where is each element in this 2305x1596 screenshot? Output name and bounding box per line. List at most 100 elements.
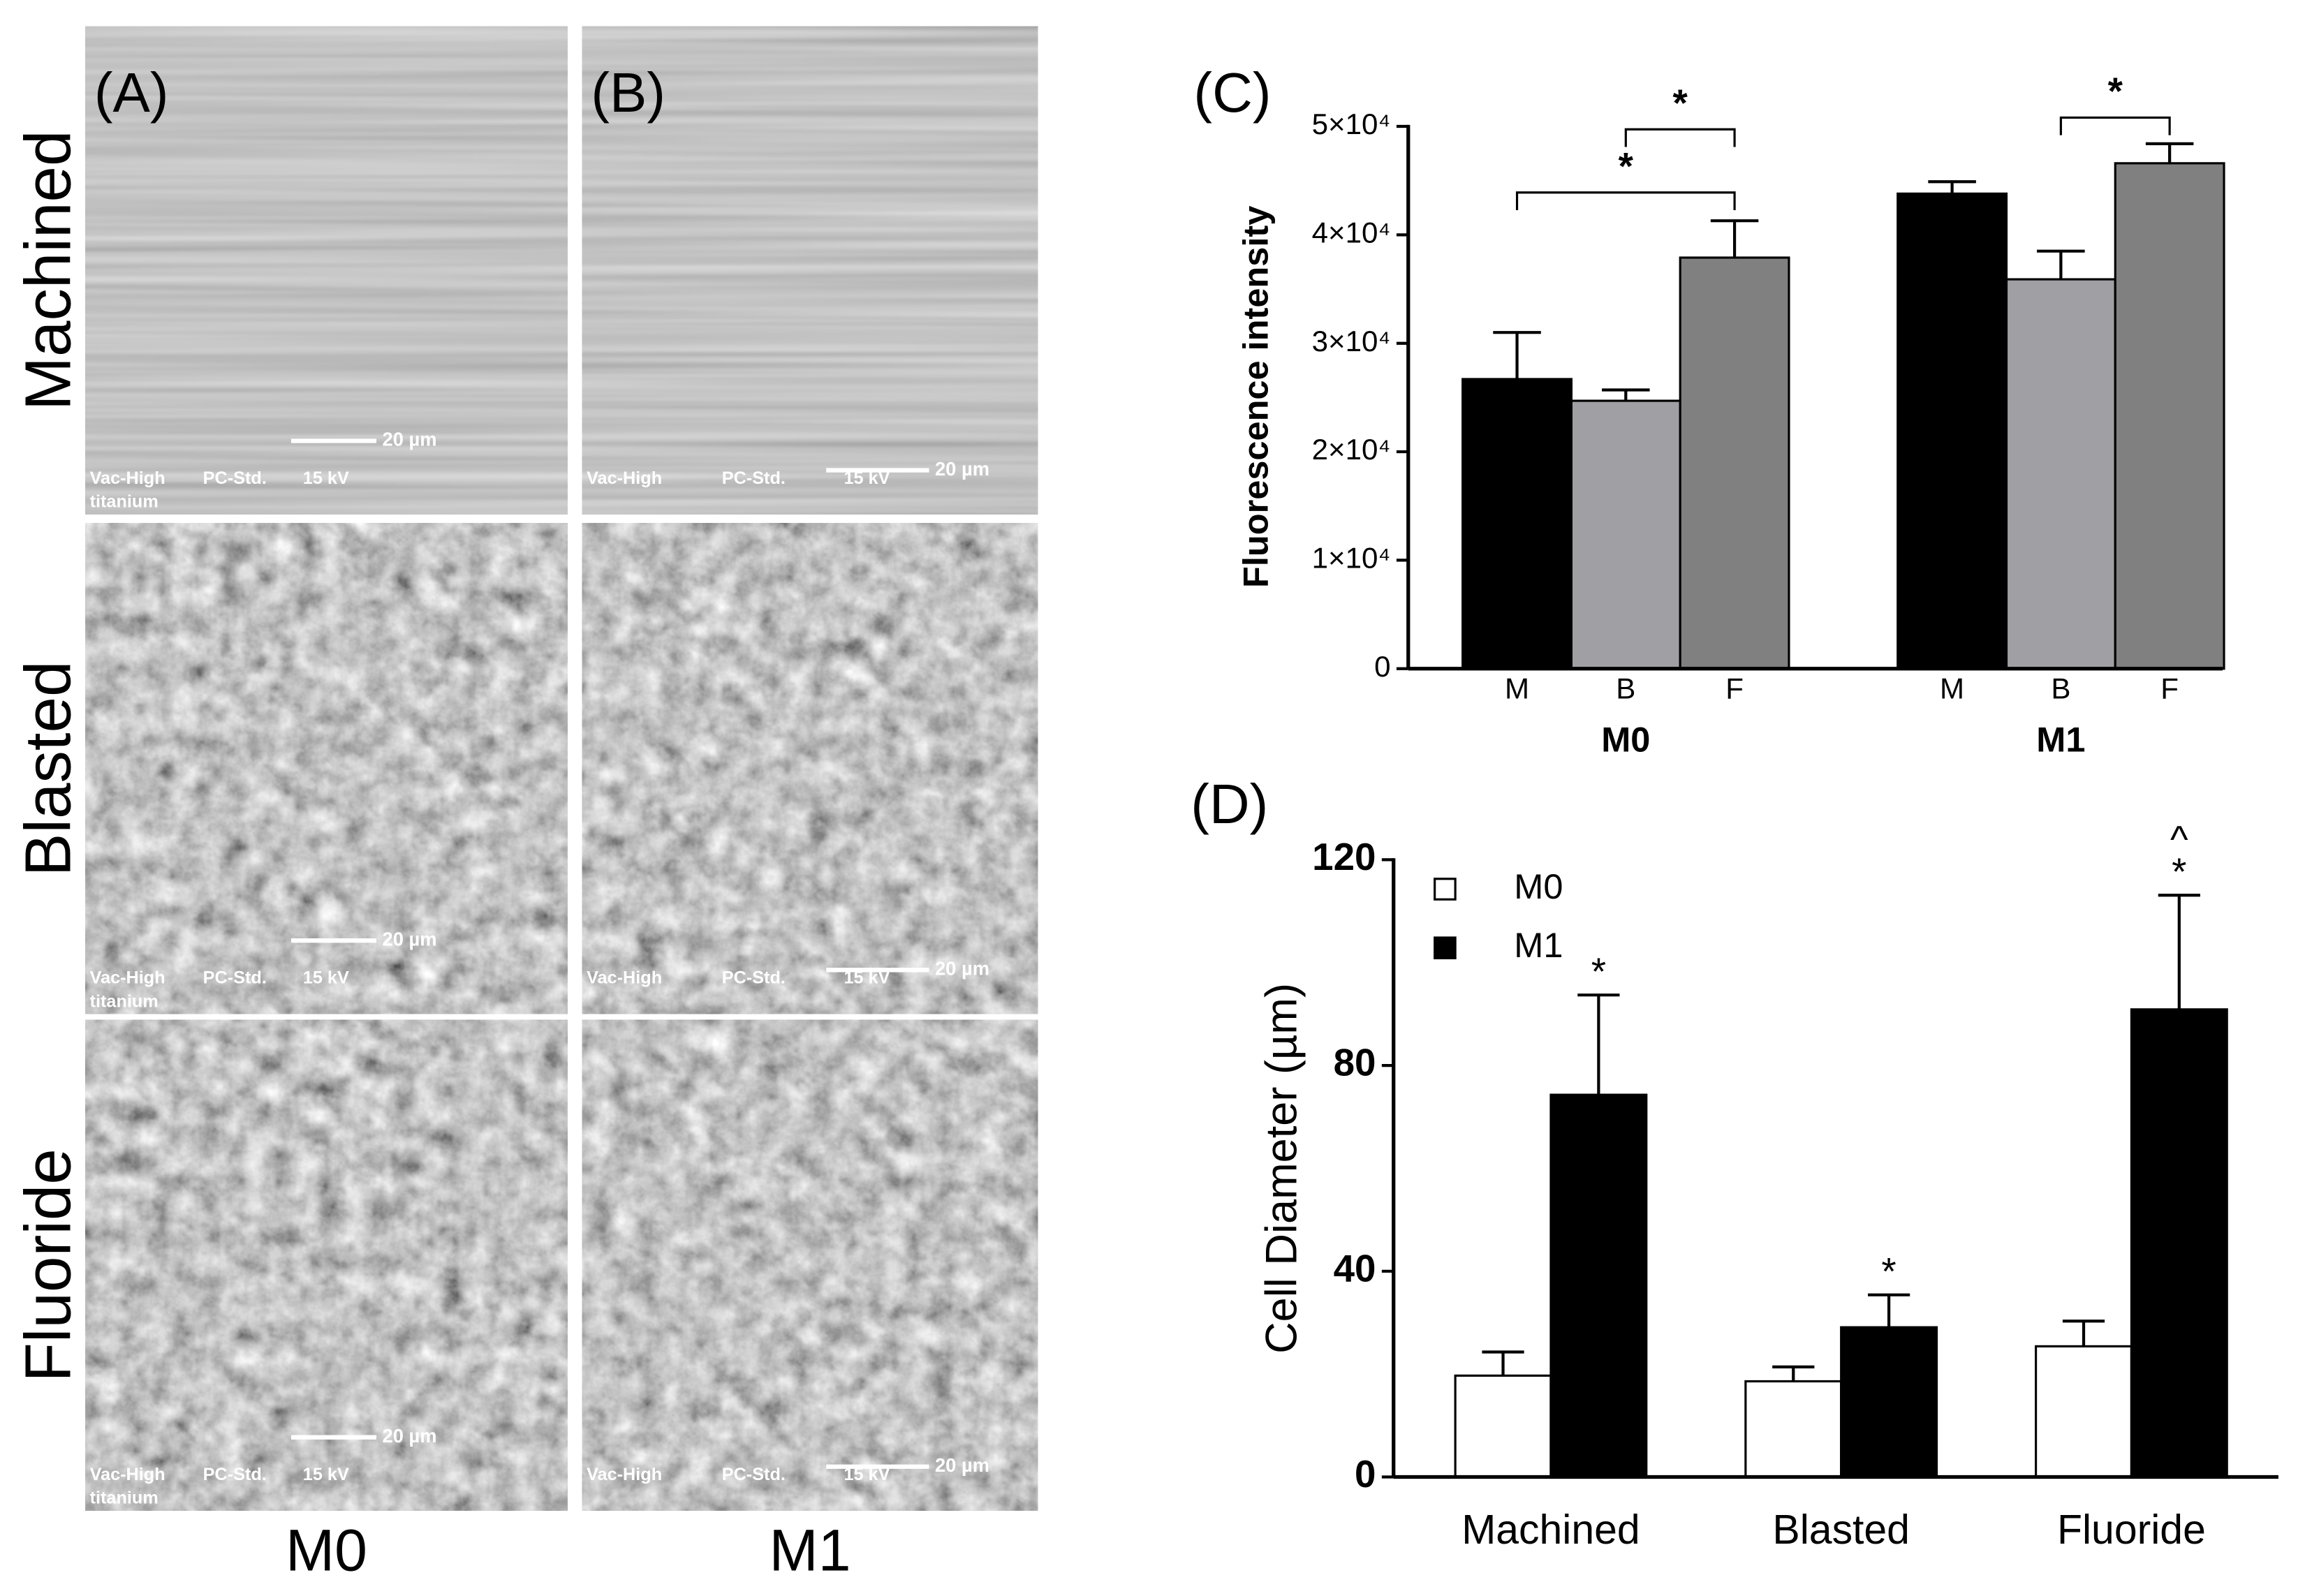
panel-label: (D) <box>1191 773 1268 835</box>
error-bar <box>1602 388 1650 401</box>
row-label: Blasted <box>11 660 84 876</box>
bar-label: F <box>1725 672 1744 704</box>
x-category-label: M1 <box>2036 719 2085 759</box>
error-bar <box>1482 1350 1524 1376</box>
bar <box>1840 1326 1938 1479</box>
panel-label: (B) <box>591 61 665 124</box>
bar <box>1897 192 2008 670</box>
column-label: M0 <box>286 1517 367 1583</box>
micrograph-info: PC-Std. <box>203 1465 267 1484</box>
error-bar <box>2037 249 2085 280</box>
bar <box>1744 1380 1843 1479</box>
bar <box>1454 1374 1552 1479</box>
y-tick-label: 4×10⁴ <box>1312 216 1391 249</box>
y-tick-label: 120 <box>1312 835 1376 878</box>
error-bar <box>2145 142 2194 163</box>
error-bar <box>1928 180 1976 194</box>
column-label: M1 <box>769 1517 851 1583</box>
significance-mark: * <box>2172 850 2186 893</box>
bar-label: M <box>1940 672 1964 704</box>
micrograph-info: 15 kV <box>303 468 349 488</box>
bar <box>1461 378 1573 670</box>
micrograph-info: Vac-High <box>90 468 165 488</box>
significance-mark: ^ <box>2170 818 2188 861</box>
micrograph-info: Vac-High <box>90 1465 165 1484</box>
micrograph <box>582 523 1038 1014</box>
significance-mark: * <box>2108 69 2123 112</box>
error-bar <box>1577 993 1620 1095</box>
significance-mark: * <box>1591 950 1606 993</box>
micrograph-info: PC-Std. <box>722 968 786 988</box>
micrograph-info: 15 kV <box>303 968 349 988</box>
row-label: Fluoride <box>11 1148 84 1382</box>
significance-mark: * <box>1619 145 1634 188</box>
error-bar <box>1772 1365 1815 1382</box>
micrograph <box>85 523 568 1014</box>
micrograph-info: Vac-High <box>587 968 662 988</box>
significance-mark: * <box>1673 81 1688 124</box>
bar <box>2114 162 2225 670</box>
legend-swatch <box>1434 936 1457 960</box>
error-bar <box>1493 331 1541 379</box>
micrograph-info: PC-Std. <box>203 968 267 988</box>
y-tick-label: 0 <box>1374 650 1390 683</box>
legend-label: M1 <box>1514 925 1563 965</box>
micrograph <box>582 26 1038 515</box>
legend-label: M0 <box>1514 866 1563 906</box>
significance-bracket <box>1624 128 1736 147</box>
micrograph-info: PC-Std. <box>722 468 786 488</box>
scale-bar-label: 20 µm <box>382 1425 436 1447</box>
micrograph-info: PC-Std. <box>203 468 267 488</box>
micrograph-info: Vac-High <box>587 1465 662 1484</box>
micrograph-info: Vac-High <box>587 468 662 488</box>
scale-bar-label: 20 µm <box>935 958 989 980</box>
x-category-label: Blasted <box>1772 1507 1910 1553</box>
bar <box>1679 256 1790 670</box>
error-bar <box>1867 1293 1910 1328</box>
y-tick-label: 2×10⁴ <box>1312 433 1391 466</box>
micrograph-info: PC-Std. <box>722 1465 786 1484</box>
panel-label: (A) <box>94 61 169 124</box>
significance-mark: * <box>1881 1250 1896 1293</box>
error-bar <box>1710 219 1759 258</box>
row-label: Machined <box>11 131 84 411</box>
micrograph-info: 15 kV <box>303 1465 349 1484</box>
y-tick-label: 40 <box>1334 1246 1376 1290</box>
bar <box>1549 1093 1648 1479</box>
error-bar <box>2158 894 2200 1010</box>
y-axis-label: Cell Diameter (µm) <box>1258 983 1306 1354</box>
micrograph-material: titanium <box>90 991 159 1011</box>
micrograph <box>85 1019 568 1511</box>
bar-label: B <box>1616 672 1635 704</box>
micrograph-material: titanium <box>90 1488 159 1508</box>
x-category-label: M0 <box>1601 719 1650 759</box>
bar-label: F <box>2160 672 2179 704</box>
micrograph <box>85 26 568 515</box>
legend-swatch <box>1434 878 1457 901</box>
scale-bar-label: 20 µm <box>382 928 436 950</box>
bar <box>1570 399 1681 670</box>
scale-bar-label: 20 µm <box>382 429 436 450</box>
micrograph-material: titanium <box>90 492 159 512</box>
y-tick-label: 0 <box>1355 1452 1376 1495</box>
y-axis-label: Fluorescence intensity <box>1235 206 1275 588</box>
scale-bar-label: 20 µm <box>935 1454 989 1476</box>
x-category-label: Machined <box>1461 1507 1640 1553</box>
y-tick-label: 80 <box>1334 1041 1376 1084</box>
x-category-label: Fluoride <box>2057 1507 2206 1553</box>
y-tick-label: 1×10⁴ <box>1312 542 1391 575</box>
bar <box>2130 1008 2228 1479</box>
bar-label: M <box>1505 672 1529 704</box>
significance-bracket <box>2059 116 2171 135</box>
micrograph-info: Vac-High <box>90 968 165 988</box>
y-tick-label: 3×10⁴ <box>1312 325 1391 357</box>
y-tick-label: 5×10⁴ <box>1312 108 1391 140</box>
error-bar <box>2062 1320 2105 1347</box>
bar <box>2005 278 2116 670</box>
bar-label: B <box>2051 672 2070 704</box>
bar <box>2035 1345 2133 1479</box>
scale-bar-label: 20 µm <box>935 458 989 480</box>
panel-label: (C) <box>1193 61 1271 124</box>
